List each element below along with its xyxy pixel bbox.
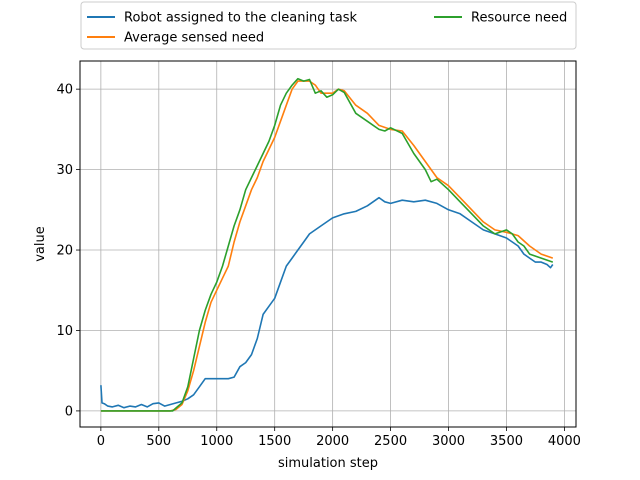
- series-lines: [100, 77, 554, 412]
- legend: Robot assigned to the cleaning task Aver…: [80, 1, 577, 50]
- x-tick-label: 3500: [490, 434, 523, 449]
- x-tick-label: 1000: [200, 434, 233, 449]
- x-tick-label: 0: [97, 434, 105, 449]
- series-line-resource-need: [100, 77, 554, 412]
- grid: [80, 61, 576, 427]
- y-axis-ticks: 0 10 20 30 40: [56, 83, 80, 419]
- x-tick-label: 2000: [316, 434, 349, 449]
- y-tick-label: 10: [56, 324, 73, 339]
- y-tick-label: 0: [65, 404, 73, 419]
- x-axis-ticks: 0 500 1000 1500 2000 2500 3000 3500 4000: [97, 427, 581, 449]
- x-axis-label: simulation step: [278, 456, 378, 471]
- y-axis-label: value: [33, 226, 48, 262]
- x-tick-label: 1500: [258, 434, 291, 449]
- legend-entry-average-sensed-need: Average sensed need: [124, 31, 264, 46]
- legend-entry-robot-assigned: Robot assigned to the cleaning task: [124, 11, 358, 26]
- x-tick-label: 500: [146, 434, 171, 449]
- x-tick-label: 3000: [432, 434, 465, 449]
- plot-frame: [79, 60, 577, 428]
- legend-entry-resource-need: Resource need: [471, 11, 567, 26]
- y-tick-label: 30: [56, 163, 73, 178]
- series-line-robot-assigned-to-the-cleaning-task: [100, 196, 554, 409]
- x-tick-label: 4000: [548, 434, 581, 449]
- legend-box: [80, 1, 577, 50]
- y-tick-label: 20: [56, 244, 73, 259]
- y-tick-label: 40: [56, 83, 73, 98]
- x-tick-label: 2500: [374, 434, 407, 449]
